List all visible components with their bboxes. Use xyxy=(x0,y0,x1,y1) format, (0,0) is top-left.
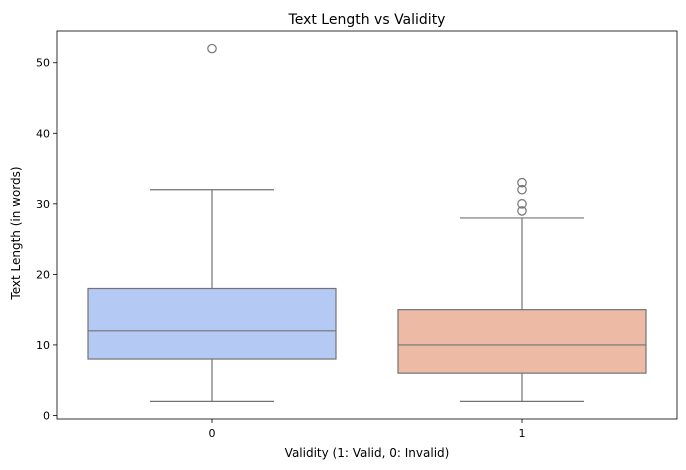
y-tick-label: 0 xyxy=(43,409,50,422)
y-tick-label: 20 xyxy=(36,268,50,281)
outlier-point xyxy=(517,184,527,195)
x-tick-label: 0 xyxy=(209,427,216,440)
y-tick-label: 30 xyxy=(36,198,50,211)
box-1 xyxy=(397,309,647,374)
x-tick-label: 1 xyxy=(519,427,526,440)
y-tick-label: 50 xyxy=(36,57,50,70)
outlier-point xyxy=(517,177,527,188)
outlier-point xyxy=(517,199,527,209)
chart-title: Text Length vs Validity xyxy=(288,12,446,28)
x-axis-label: Validity (1: Valid, 0: Invalid) xyxy=(285,446,450,460)
outlier-point xyxy=(517,206,527,216)
y-tick-label: 40 xyxy=(36,127,50,140)
y-tick-label: 10 xyxy=(36,339,50,352)
plot-area: 0 10 20 30 40 50 0 1 xyxy=(36,30,678,440)
axes-frame xyxy=(56,30,678,420)
outlier-point xyxy=(207,43,217,54)
box-0 xyxy=(87,287,337,360)
y-axis-label: Text Length (in words) xyxy=(9,166,23,300)
